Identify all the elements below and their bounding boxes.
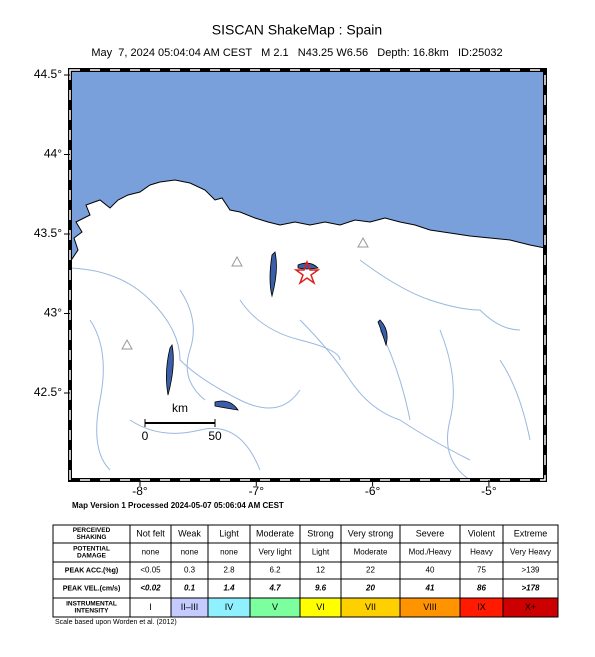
table-text: Very Heavy	[510, 548, 551, 557]
subtitle: May 7, 2024 05:04:04 AM CEST M 2.1 N43.2…	[91, 47, 502, 59]
epicenter	[293, 259, 321, 286]
table-text: Light	[312, 548, 330, 557]
row-label: PEAK VEL.(cm/s)	[63, 585, 121, 592]
table-text: X+	[525, 602, 536, 612]
processed-note: Map Version 1 Processed 2024-05-07 05:06…	[72, 501, 284, 510]
table-text: none	[142, 548, 160, 557]
table-text: 0.3	[184, 566, 196, 575]
scale-bar: km 0 50	[142, 401, 222, 443]
table-text: VI	[316, 602, 325, 612]
table-text: Violent	[468, 528, 496, 538]
table-text: 41	[425, 584, 435, 593]
table-text: V	[272, 602, 278, 612]
lat-tick-label: 44°	[44, 147, 62, 161]
table-text: IX	[477, 602, 486, 612]
title: SISCAN ShakeMap : Spain	[212, 22, 382, 38]
map: km 0 50	[68, 68, 547, 482]
table-text: 1.4	[223, 584, 235, 593]
lat-tick-label: 44.5°	[34, 67, 62, 81]
scale-label: 0	[142, 429, 149, 443]
table-text: 2.8	[223, 566, 235, 575]
ocean	[69, 69, 546, 264]
row-label: SHAKING	[77, 534, 107, 541]
table-text: VIII	[423, 602, 437, 612]
table-text: Not felt	[136, 528, 165, 538]
lat-tick-label: 43°	[44, 306, 62, 320]
footnote: Scale based upon Worden et al. (2012)	[55, 619, 177, 626]
table-text: Light	[219, 528, 239, 538]
table-text: IV	[225, 602, 234, 612]
table-cell	[502, 597, 559, 618]
table-text: 86	[477, 584, 486, 593]
table-text: Mod./Heavy	[409, 548, 452, 557]
table-text: 4.7	[268, 584, 281, 593]
table-text: VII	[365, 602, 376, 612]
lat-tick-label: 42.5°	[34, 385, 62, 399]
table-text: 75	[477, 566, 486, 575]
table-text: Very strong	[348, 528, 394, 538]
frame-check	[69, 69, 546, 481]
lon-tick-label: -6°	[365, 484, 381, 498]
table-text: Moderate	[354, 548, 388, 557]
lon-tick-label: -5°	[481, 484, 497, 498]
row-label: PERCEIVED	[73, 527, 111, 534]
row-label: INTENSITY	[75, 608, 110, 615]
table-text: Weak	[178, 528, 201, 538]
table-text: Moderate	[256, 528, 294, 538]
table-text: 6.2	[269, 566, 281, 575]
lat-tick-label: 43.5°	[34, 226, 62, 240]
table-text: 22	[366, 566, 375, 575]
table-text: II–III	[181, 602, 199, 612]
row-label: DAMAGE	[77, 553, 107, 560]
table-text: >178	[521, 584, 540, 593]
table-text: none	[181, 548, 199, 557]
scale-label: 50	[208, 429, 222, 443]
lon-tick-label: -8°	[132, 484, 148, 498]
table-text: Strong	[307, 528, 334, 538]
table-text: 12	[316, 566, 325, 575]
lon-tick-label: -7°	[249, 484, 265, 498]
table-text: Heavy	[470, 548, 493, 557]
row-label: PEAK ACC.(%g)	[65, 567, 118, 574]
table-text: <0.02	[140, 584, 161, 593]
row-label: POTENTIAL	[73, 546, 110, 553]
table-text: 40	[426, 566, 435, 575]
row-label: INSTRUMENTAL	[66, 601, 117, 608]
table-text: 0.1	[184, 584, 196, 593]
table-text: <0.05	[140, 566, 161, 575]
table-text: >139	[521, 566, 540, 575]
table-text: Extreme	[514, 528, 548, 538]
scale-unit: km	[172, 401, 188, 415]
table-text: Very light	[259, 548, 293, 557]
table-text: 20	[365, 584, 375, 593]
table-text: Severe	[416, 528, 445, 538]
table-text: I	[149, 602, 152, 612]
table-text: 9.6	[315, 584, 327, 593]
table-text: none	[220, 548, 238, 557]
reservoirs	[166, 251, 388, 411]
stations	[121, 236, 369, 350]
